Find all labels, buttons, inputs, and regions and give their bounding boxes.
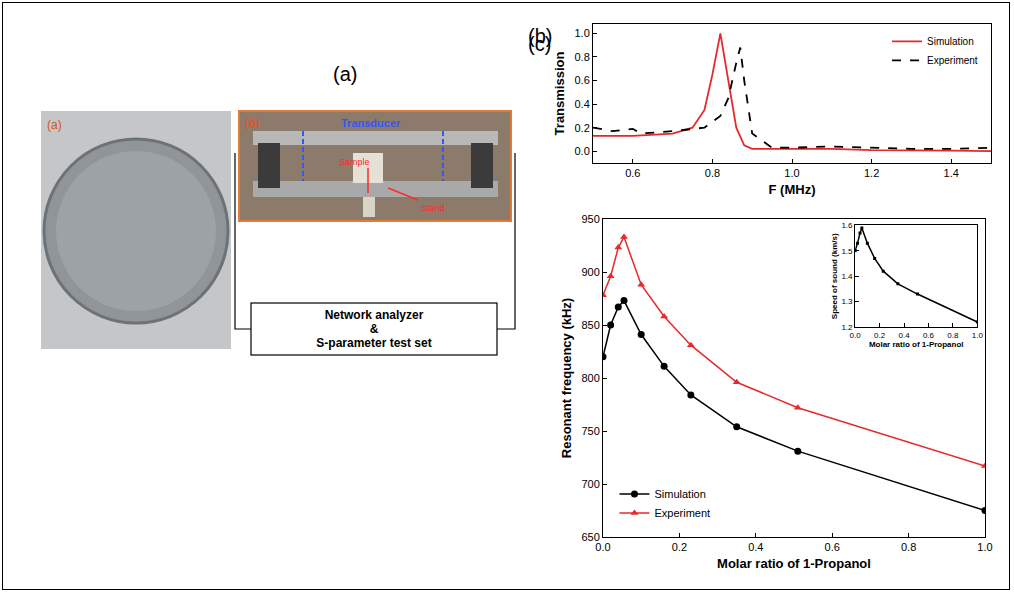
svg-text:0.8: 0.8 (705, 167, 720, 179)
svg-text:Experiment: Experiment (654, 507, 710, 519)
svg-text:Speed of sound (km/s): Speed of sound (km/s) (830, 233, 839, 319)
svg-text:1.0: 1.0 (575, 27, 590, 39)
svg-text:0.6: 0.6 (625, 167, 640, 179)
svg-text:Molar ratio of 1-Propanol: Molar ratio of 1-Propanol (717, 556, 871, 571)
svg-text:0.4: 0.4 (748, 541, 763, 553)
svg-text:850: 850 (581, 319, 599, 331)
svg-text:(b): (b) (245, 116, 260, 130)
svg-text:800: 800 (581, 372, 599, 384)
svg-text:&: & (370, 322, 379, 336)
svg-text:1.4: 1.4 (841, 272, 853, 281)
svg-text:750: 750 (581, 425, 599, 437)
svg-text:Simulation: Simulation (927, 36, 974, 47)
svg-text:0.6: 0.6 (575, 74, 590, 86)
svg-text:1.0: 1.0 (977, 541, 992, 553)
svg-text:F (MHz): F (MHz) (769, 182, 816, 197)
html-text:(c): (c) (528, 33, 552, 55)
html-text:(b): (b) (528, 25, 553, 47)
svg-text:(a): (a) (333, 63, 357, 85)
svg-text:0.0: 0.0 (850, 331, 862, 340)
svg-text:Experiment: Experiment (927, 55, 978, 66)
svg-text:0.2: 0.2 (575, 122, 590, 134)
svg-text:900: 900 (581, 266, 599, 278)
svg-text:1.3: 1.3 (841, 297, 853, 306)
svg-text:1.6: 1.6 (841, 221, 853, 230)
svg-text:650: 650 (581, 531, 599, 543)
svg-text:700: 700 (581, 478, 599, 490)
svg-text:0.4: 0.4 (898, 331, 910, 340)
svg-text:Resonant frequency (kHz): Resonant frequency (kHz) (559, 298, 574, 458)
svg-text:1.5: 1.5 (841, 247, 853, 256)
svg-text:Transducer: Transducer (341, 117, 401, 129)
svg-text:0.0: 0.0 (595, 541, 610, 553)
svg-text:1.4: 1.4 (944, 167, 959, 179)
svg-text:1.0: 1.0 (972, 331, 984, 340)
svg-text:0.8: 0.8 (575, 51, 590, 63)
svg-text:S-parameter test set: S-parameter test set (316, 336, 431, 350)
svg-text:Network analyzer: Network analyzer (325, 308, 424, 322)
svg-text:Molar ratio of 1-Propanol: Molar ratio of 1-Propanol (869, 340, 964, 349)
svg-text:(a): (a) (47, 118, 62, 132)
svg-text:0.0: 0.0 (575, 145, 590, 157)
svg-text:0.4: 0.4 (575, 98, 590, 110)
svg-text:Stand: Stand (421, 203, 445, 213)
svg-text:0.8: 0.8 (901, 541, 916, 553)
svg-text:0.8: 0.8 (947, 331, 959, 340)
svg-text:0.6: 0.6 (825, 541, 840, 553)
svg-text:Simulation: Simulation (654, 488, 705, 500)
svg-text:950: 950 (581, 213, 599, 225)
svg-text:Sample: Sample (339, 157, 370, 167)
svg-text:1.2: 1.2 (841, 323, 853, 332)
svg-text:1.2: 1.2 (864, 167, 879, 179)
svg-text:Transmission: Transmission (552, 52, 567, 136)
svg-text:0.2: 0.2 (874, 331, 886, 340)
svg-text:1.0: 1.0 (784, 167, 799, 179)
svg-text:0.6: 0.6 (923, 331, 935, 340)
svg-text:0.2: 0.2 (672, 541, 687, 553)
